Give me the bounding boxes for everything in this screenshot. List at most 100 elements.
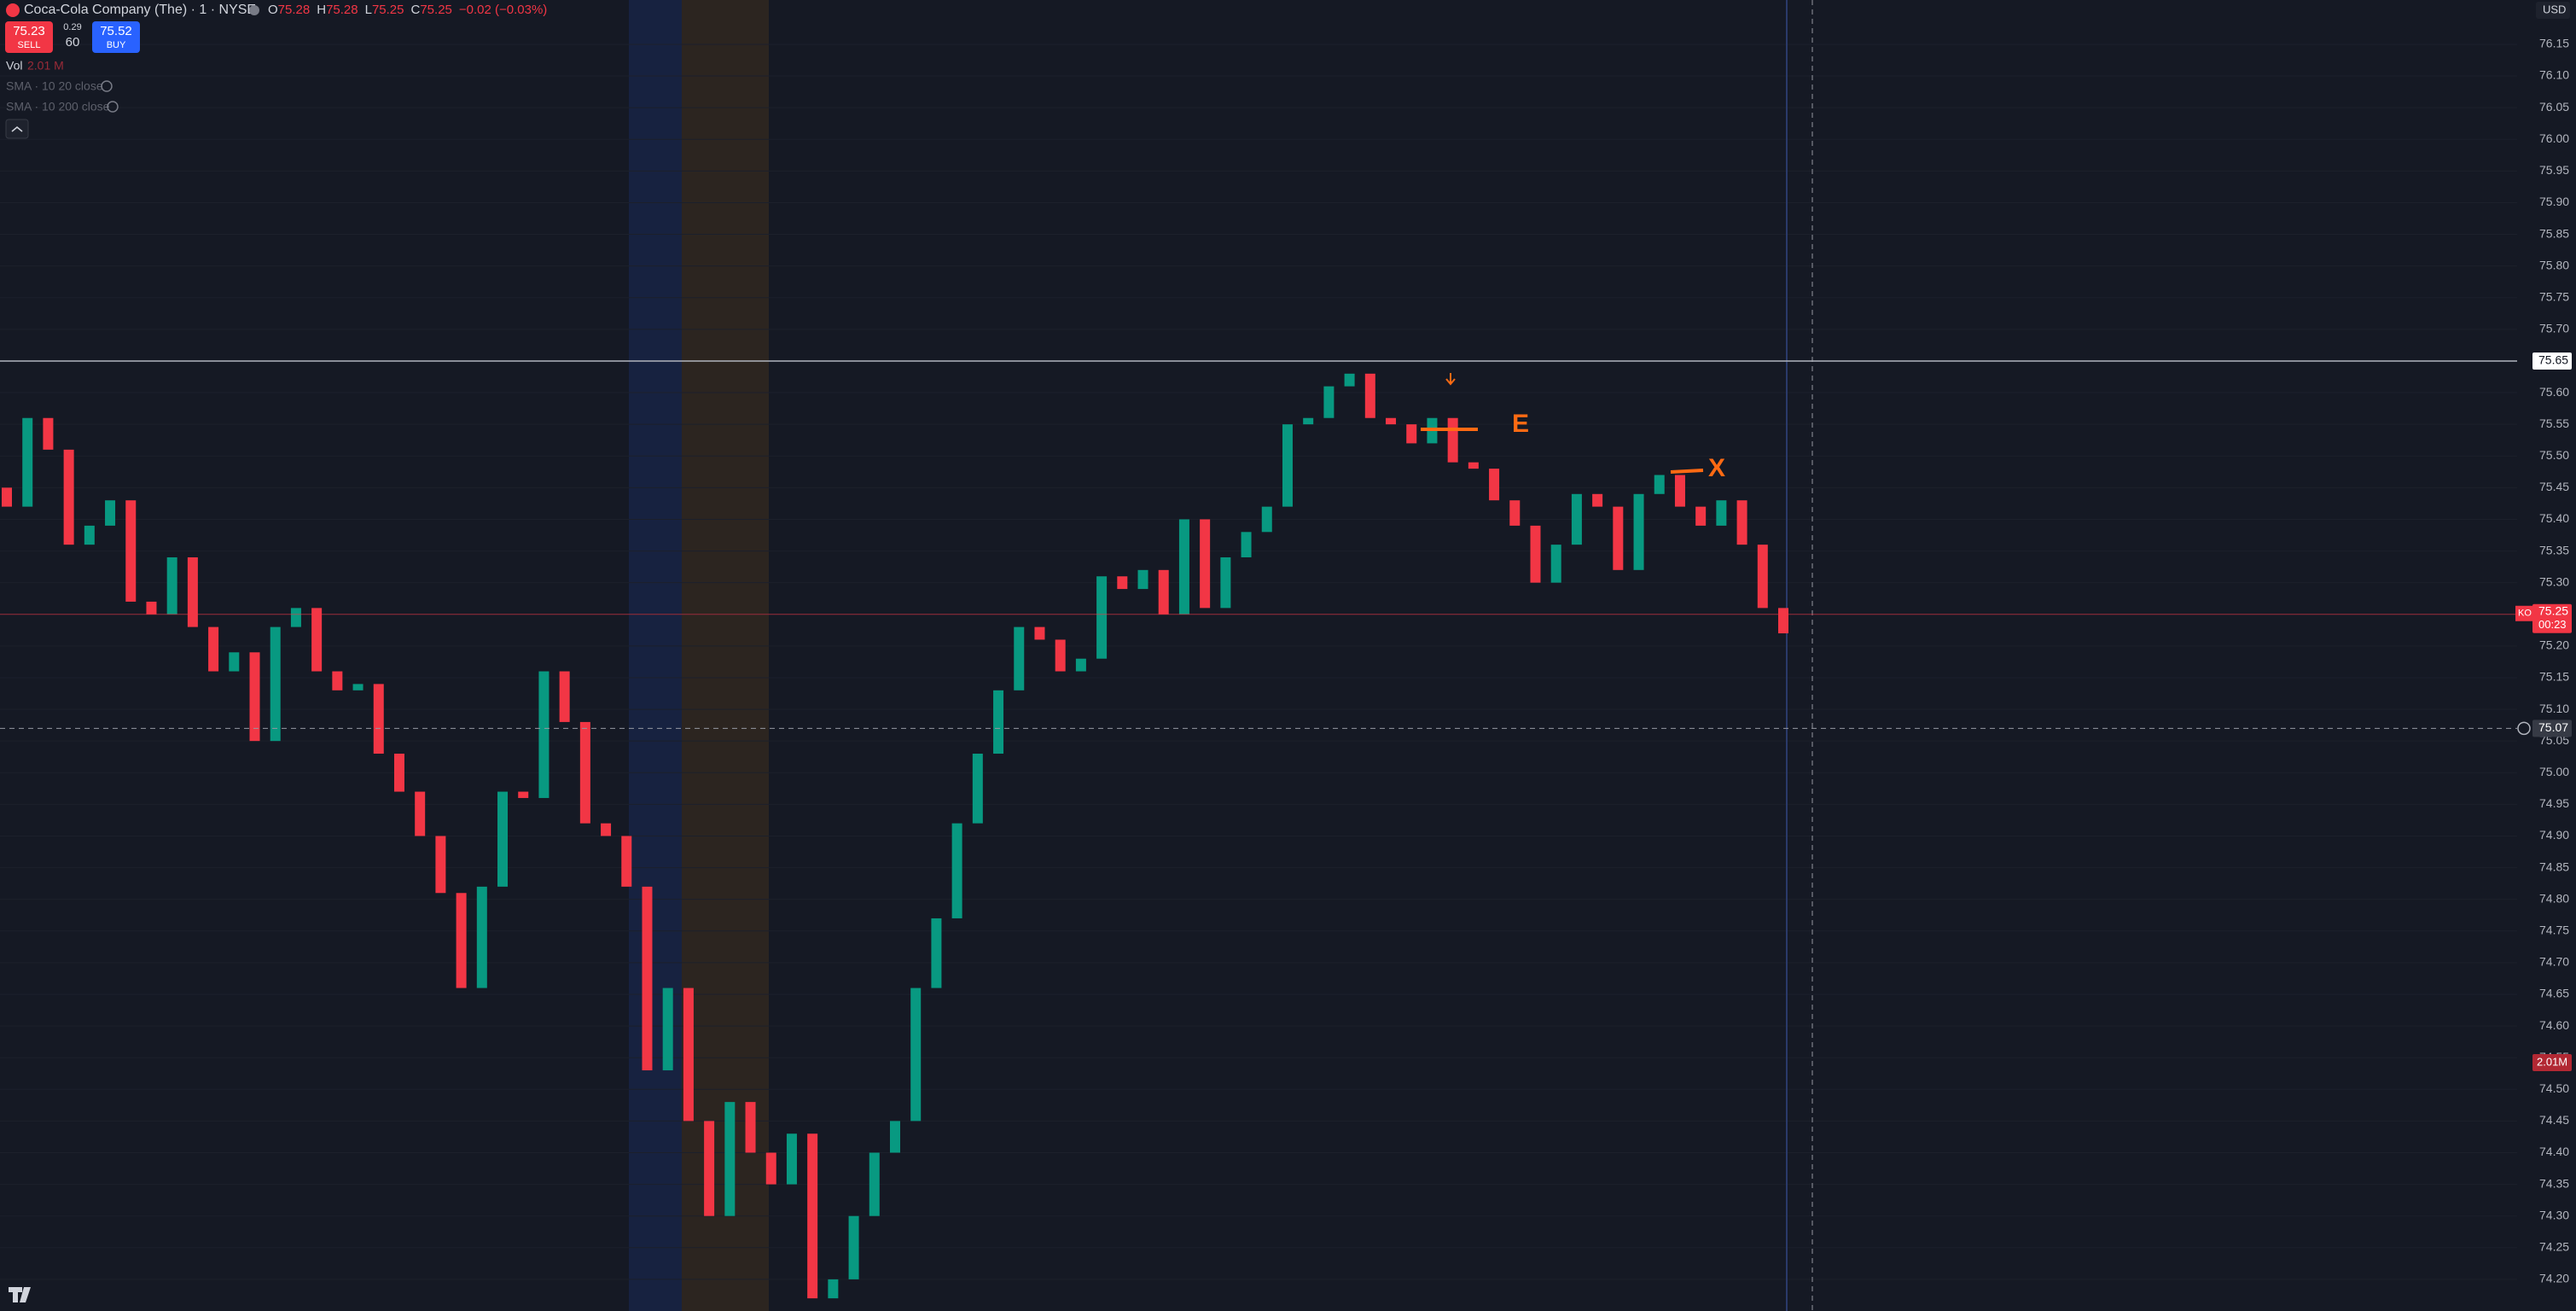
collapse-icon — [11, 126, 23, 132]
candle — [951, 823, 962, 918]
volume-label: 2.01M — [2537, 1055, 2567, 1068]
candle — [559, 671, 570, 722]
y-tick-label: 74.35 — [2539, 1176, 2569, 1190]
sma-legend: SMA · 10 200 close — [6, 100, 110, 114]
visibility-icon[interactable] — [101, 80, 113, 92]
visibility-icon[interactable] — [107, 101, 119, 113]
market-status — [249, 5, 259, 15]
candle — [352, 684, 363, 690]
candle — [1778, 608, 1788, 634]
ohlc-value: 75.25 — [372, 3, 404, 17]
y-tick-label: 75.00 — [2539, 765, 2569, 778]
candle — [1571, 493, 1582, 545]
candle — [1695, 506, 1707, 526]
drawing-line — [1670, 469, 1704, 474]
crosshair-label-bg — [2532, 720, 2572, 737]
candle — [166, 556, 177, 615]
candle — [393, 754, 404, 792]
y-tick-label: 76.05 — [2539, 100, 2569, 114]
candle — [229, 652, 240, 672]
candle — [704, 1121, 715, 1216]
candle — [1530, 525, 1541, 583]
candle — [63, 449, 74, 545]
y-tick-label: 75.55 — [2539, 417, 2569, 430]
candle — [1200, 519, 1211, 609]
candle — [415, 791, 426, 836]
candle — [1489, 469, 1500, 501]
y-tick-label: 75.45 — [2539, 480, 2569, 493]
drawing-arrow — [1445, 373, 1456, 386]
ohlc-key: L — [365, 3, 372, 17]
buy-price: 75.52 — [100, 24, 132, 38]
currency: USD — [2543, 3, 2566, 15]
crosshair-label: 75.07 — [2538, 720, 2568, 734]
candle — [187, 556, 198, 627]
y-tick-label: 74.70 — [2539, 955, 2569, 969]
candle — [1158, 569, 1169, 615]
ohlc-legend: O75.28 H75.28 L75.25 C75.25 −0.02 (−0.03%) — [268, 3, 547, 17]
premarket-shade — [629, 0, 682, 1311]
candle — [1117, 576, 1128, 590]
candle — [828, 1279, 839, 1299]
y-tick-label: 74.50 — [2539, 1081, 2569, 1095]
symbol-title[interactable]: Coca-Cola Company (The) · 1 · NYSE — [24, 3, 256, 17]
candle — [270, 626, 281, 742]
vol-value: 2.01 M — [27, 59, 64, 73]
candle — [249, 652, 260, 742]
candle — [890, 1121, 900, 1153]
annotation: X — [1708, 454, 1725, 482]
currency-button[interactable] — [2536, 2, 2570, 19]
volume-label-bg — [2532, 1054, 2572, 1071]
candle — [208, 626, 219, 672]
y-tick-label: 75.80 — [2539, 258, 2569, 271]
candle — [1178, 519, 1189, 615]
y-tick-label: 75.20 — [2539, 638, 2569, 652]
candle — [993, 690, 1004, 755]
symbol-tag: KO — [2518, 609, 2532, 619]
candle — [931, 918, 942, 988]
candle — [1323, 386, 1335, 418]
alert-label: 75.65 — [2538, 353, 2568, 367]
y-tick-label: 74.85 — [2539, 859, 2569, 873]
candle — [1096, 576, 1108, 659]
candle — [1550, 545, 1561, 583]
ohlc-value: 75.25 — [420, 3, 452, 17]
candle — [125, 500, 137, 602]
candle — [1220, 556, 1231, 609]
candle — [146, 601, 157, 615]
candle — [1654, 475, 1665, 494]
candle — [765, 1152, 776, 1185]
y-tick-label: 74.45 — [2539, 1113, 2569, 1127]
collapse-button[interactable] — [5, 119, 29, 139]
vol-label: Vol — [6, 59, 22, 73]
sell-button[interactable] — [5, 21, 53, 53]
tv-logo[interactable] — [9, 1287, 31, 1302]
candle — [972, 754, 983, 824]
y-tick-label: 75.10 — [2539, 702, 2569, 715]
candle — [745, 1102, 756, 1153]
ohlc-key: O — [268, 3, 278, 17]
quantity[interactable]: 60 — [66, 35, 80, 50]
candle — [1716, 500, 1727, 526]
buy-button[interactable] — [92, 21, 140, 53]
candle — [1757, 545, 1768, 609]
candle — [1075, 658, 1086, 672]
y-tick-label: 74.90 — [2539, 828, 2569, 842]
y-tick-label: 74.30 — [2539, 1208, 2569, 1221]
candle — [2, 487, 12, 507]
y-tick-label: 76.10 — [2539, 68, 2569, 82]
candle — [332, 671, 343, 690]
spread: 0.29 — [63, 22, 81, 32]
candle — [1386, 417, 1397, 425]
candle — [1034, 626, 1045, 640]
candle — [1303, 417, 1314, 425]
candle — [1674, 475, 1685, 507]
ohlc-value: 75.28 — [326, 3, 358, 17]
y-tick-label: 74.25 — [2539, 1240, 2569, 1254]
candle — [105, 500, 116, 526]
sell-price: 75.23 — [13, 24, 45, 38]
candle — [662, 988, 673, 1071]
y-tick-label: 75.30 — [2539, 574, 2569, 588]
sma-legend: SMA · 10 20 close — [6, 79, 103, 93]
candle — [497, 791, 509, 887]
